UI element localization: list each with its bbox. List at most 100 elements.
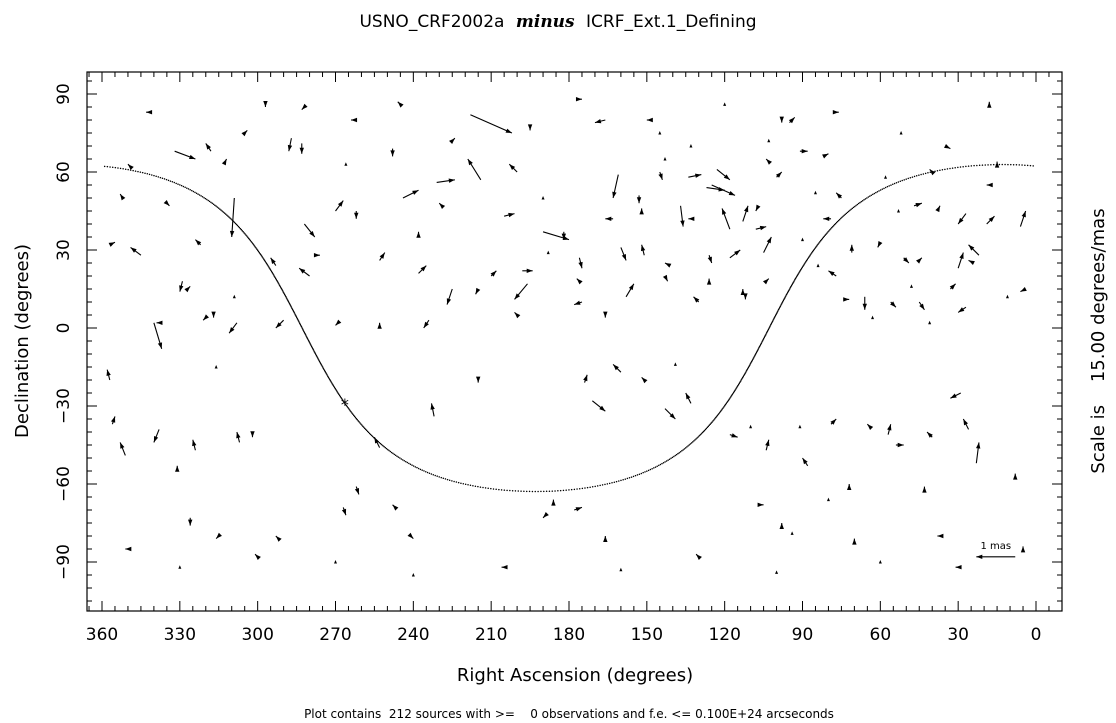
galactic-plane-dot [976,164,978,167]
galactic-plane-dot [361,425,364,427]
vector-head [871,315,875,320]
galactic-plane-dot [503,489,506,491]
source-vector [574,300,583,306]
galactic-plane-dot [973,164,975,167]
source-vector [578,257,583,269]
galactic-plane-dot [487,487,489,490]
galactic-plane-dot [818,242,820,244]
source-vector [664,408,676,420]
vector-head [755,204,761,211]
galactic-plane-dot [774,315,776,318]
source-vector [636,195,642,204]
galactic-plane-dot [430,473,433,475]
galactic-plane-dot [368,432,371,435]
scale-bar-head [976,554,983,559]
galactic-plane-dot [800,267,803,270]
source-vector [379,252,386,261]
galactic-plane-dot [689,443,692,445]
galactic-plane-dot [201,196,204,198]
source-vector [673,362,677,366]
galactic-plane-dot [540,490,542,493]
galactic-plane-dot [808,256,810,258]
galactic-plane-dot [881,188,884,190]
galactic-plane-dot [751,359,753,362]
galactic-plane-dot [285,297,288,299]
galactic-plane-dot [329,380,332,382]
galactic-plane-dot [854,205,856,208]
y-axis-label: Declination (degrees) [12,244,33,438]
source-vector [1013,473,1018,480]
galactic-plane-dot [319,362,322,365]
galactic-plane-dot [788,289,790,291]
galactic-plane-dot [869,195,871,197]
y-tick-label: 0 [54,323,74,334]
galactic-plane-dot [596,485,599,487]
galactic-plane-dot [482,486,484,489]
galactic-plane-dot [758,345,761,348]
source-vector [514,283,528,300]
galactic-plane-dot [805,259,808,262]
source-vector [816,263,820,268]
vector-head [337,200,344,207]
galactic-plane-dot [715,415,718,418]
galactic-plane-dot [288,301,290,304]
galactic-plane-dot [313,351,316,353]
source-vector [729,433,738,438]
vector-head [986,182,993,188]
source-vector [899,131,903,135]
galactic-plane-dot [990,163,992,166]
galactic-plane-dot [129,169,132,171]
galactic-plane-dot [388,449,390,452]
galactic-plane-dot [335,389,337,391]
galactic-plane-dot [790,284,793,287]
galactic-plane-dot [681,450,683,452]
galactic-plane-dot [155,175,157,178]
source-vector [228,322,238,334]
source-vector [871,315,875,320]
vector-head [658,131,662,135]
vector-head [987,101,992,108]
vector-head [639,208,644,215]
galactic-plane-dot [349,410,352,412]
galactic-plane-dot [304,332,306,335]
vector-head [935,205,941,213]
vector-head [475,376,481,383]
galactic-plane-dot [783,297,786,299]
galactic-plane-dot [644,471,646,473]
vector-head [106,369,111,376]
galactic-plane-dot [382,444,384,447]
galactic-plane: * [103,163,1034,493]
source-vector [541,196,545,200]
galactic-plane-dot [772,319,774,321]
galactic-plane-dot [705,427,708,430]
source-vector [583,374,588,383]
vector-head [922,486,927,493]
vector-head [662,274,668,282]
galactic-plane-dot [764,334,767,336]
galactic-plane-dot [184,186,186,189]
scale-annotation: Scale is 15.00 degrees/mas [1088,208,1109,473]
galactic-plane-dot [331,383,334,385]
galactic-plane-dot [300,325,303,328]
source-vector [184,286,191,293]
galactic-plane-dot [984,164,986,166]
vector-head [688,216,695,221]
galactic-plane-dot [851,207,854,210]
galactic-plane-dot [750,360,753,363]
source-vector [446,288,453,305]
galactic-plane-dot [400,458,403,460]
galactic-plane-dot [738,382,741,385]
vector-head [723,102,727,106]
galactic-plane-dot [278,283,280,285]
source-vector [299,143,304,154]
galactic-plane-dot [646,470,648,472]
galactic-plane-dot [247,237,250,239]
source-vector [944,143,951,150]
galactic-plane-dot [304,334,307,336]
galactic-plane-dot [309,343,312,345]
galactic-plane-dot [802,265,804,267]
galactic-plane-dot [292,309,294,312]
source-vector [527,124,533,131]
galactic-plane-dot [620,479,622,482]
galactic-plane-dot [224,213,227,215]
